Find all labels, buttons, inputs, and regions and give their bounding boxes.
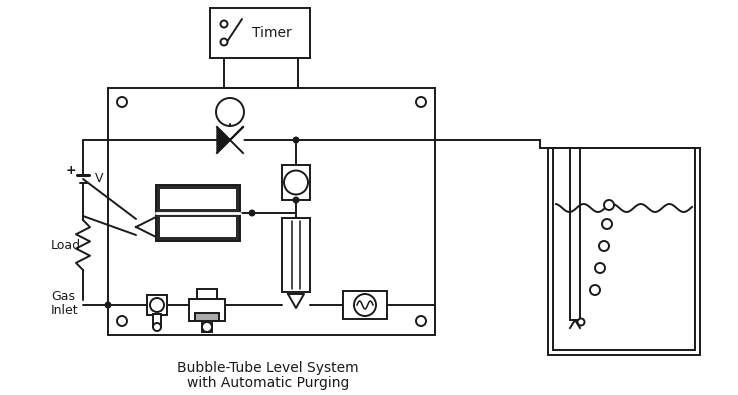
Bar (210, 8, 310, 58)
Circle shape (416, 97, 426, 107)
Text: with Automatic Purging: with Automatic Purging (187, 376, 349, 390)
Circle shape (292, 196, 300, 203)
Bar (153, 314, 161, 327)
Circle shape (221, 21, 227, 28)
Circle shape (105, 301, 111, 308)
Text: Bubble-Tube Level System: Bubble-Tube Level System (177, 361, 359, 375)
Circle shape (221, 38, 227, 45)
Circle shape (147, 295, 167, 315)
Circle shape (284, 171, 308, 194)
Circle shape (416, 316, 426, 326)
Circle shape (117, 316, 127, 326)
Bar (553, 148, 695, 350)
Text: Inlet: Inlet (51, 303, 79, 316)
Text: Timer: Timer (252, 26, 292, 40)
Bar (282, 218, 310, 292)
Polygon shape (230, 127, 243, 153)
Text: V: V (95, 171, 103, 184)
Circle shape (599, 241, 609, 251)
Circle shape (602, 219, 612, 229)
Bar (156, 185, 240, 213)
Bar (195, 313, 219, 321)
Bar (156, 213, 240, 241)
Bar (202, 320, 212, 332)
Polygon shape (136, 217, 156, 237)
Bar (108, 88, 435, 335)
Circle shape (590, 285, 600, 295)
Circle shape (153, 323, 161, 331)
Bar (160, 217, 236, 237)
Text: Load: Load (51, 239, 81, 252)
Circle shape (249, 209, 255, 216)
Circle shape (202, 322, 212, 332)
Bar (548, 148, 700, 355)
Bar (189, 299, 225, 321)
Bar (160, 189, 236, 209)
Polygon shape (217, 127, 230, 153)
Circle shape (578, 318, 584, 325)
Bar (282, 165, 310, 200)
Bar (147, 295, 167, 315)
Circle shape (150, 298, 164, 312)
Circle shape (292, 137, 300, 143)
Circle shape (117, 97, 127, 107)
Circle shape (354, 294, 376, 316)
Circle shape (216, 98, 244, 126)
Polygon shape (288, 294, 304, 308)
Bar (570, 148, 580, 320)
Circle shape (595, 263, 605, 273)
Circle shape (604, 200, 614, 210)
Text: Gas: Gas (51, 290, 75, 303)
Text: +: + (66, 164, 76, 177)
Bar (197, 289, 217, 299)
Bar (343, 291, 387, 319)
